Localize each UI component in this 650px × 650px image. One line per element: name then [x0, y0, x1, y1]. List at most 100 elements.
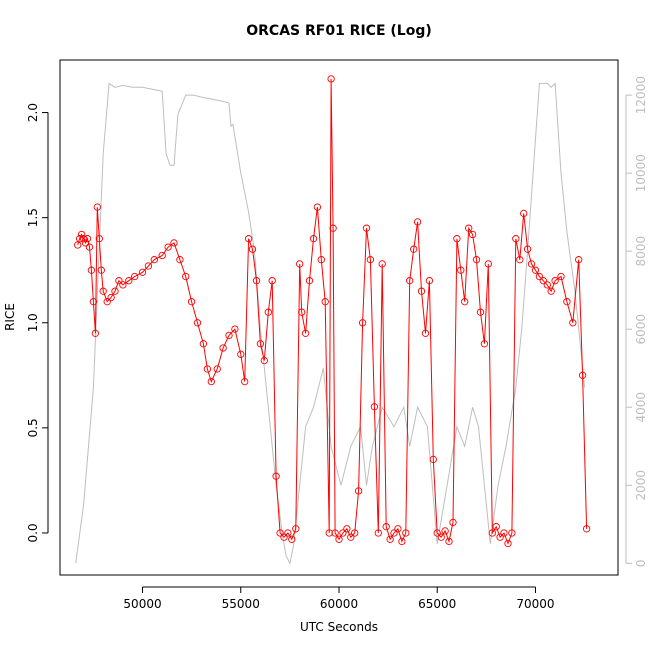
- rice-data-point: [89, 298, 98, 306]
- y-tick-label: 0.0: [26, 523, 40, 542]
- rice-data-point: [551, 277, 559, 285]
- rice-data-point: [272, 472, 280, 480]
- rice-data-point: [79, 235, 88, 243]
- rice-data-point: [280, 533, 288, 541]
- rice-data-point: [237, 350, 245, 358]
- y-tick-label: 2.0: [26, 103, 40, 122]
- rice-series-line: [77, 78, 588, 545]
- x-axis-label: UTC Seconds: [300, 620, 378, 634]
- rice-data-point: [144, 262, 153, 270]
- rice-data-point: [441, 527, 449, 535]
- rice-data-point: [97, 266, 105, 274]
- rice-data-point: [496, 533, 504, 541]
- rice-data-point: [406, 277, 414, 285]
- rice-data-point: [484, 260, 492, 268]
- rice-data-point: [241, 377, 249, 386]
- rice-data-point: [398, 537, 406, 546]
- rice-data-point: [520, 209, 528, 218]
- rice-data-point: [343, 525, 351, 533]
- rice-data-point: [437, 533, 445, 541]
- rice-data-point: [119, 281, 127, 289]
- rice-data-point: [305, 277, 314, 285]
- rice-data-point: [170, 239, 178, 247]
- rice-data-point: [256, 340, 265, 348]
- rice-data-point: [75, 235, 84, 243]
- rice-data-point: [453, 235, 461, 243]
- rice-data-point: [77, 230, 86, 239]
- rice-data-point: [248, 245, 257, 253]
- rice-data-point: [317, 256, 325, 264]
- rice-data-point: [244, 235, 253, 243]
- y2-tick-label: 6000: [634, 314, 648, 345]
- rice-data-point: [539, 277, 547, 285]
- rice-data-point: [99, 287, 107, 295]
- rice-data-point: [284, 529, 292, 537]
- rice-data-point: [390, 529, 398, 537]
- rice-data-point: [488, 529, 496, 537]
- rice-data-point: [382, 523, 390, 531]
- rice-data-point: [527, 260, 536, 268]
- rice-data-point: [543, 281, 551, 289]
- rice-data-point: [339, 529, 347, 537]
- x-tick-label: 55000: [222, 597, 260, 611]
- rice-data-point: [268, 277, 276, 285]
- rice-data-point: [327, 75, 335, 83]
- rice-data-point: [535, 272, 544, 281]
- rice-data-point: [347, 533, 355, 541]
- rice-data-point: [362, 224, 371, 232]
- rice-data-point: [193, 319, 202, 327]
- rice-data-point: [366, 256, 375, 264]
- y2-tick-label: 12000: [634, 76, 648, 114]
- rice-data-point: [138, 268, 147, 276]
- rice-data-point: [465, 224, 473, 232]
- y-tick-label: 1.5: [26, 208, 40, 227]
- rice-data-point: [203, 365, 212, 373]
- y2-tick-label: 8000: [634, 236, 648, 267]
- rice-data-point: [358, 319, 367, 327]
- rice-data-point: [95, 235, 103, 243]
- rice-data-point: [115, 277, 123, 285]
- rice-data-point: [103, 298, 111, 306]
- altitude-series-line: [75, 82, 586, 565]
- rice-data-point: [296, 260, 304, 268]
- rice-data-point: [231, 325, 239, 333]
- rice-data-point: [413, 218, 422, 226]
- rice-data-point: [85, 243, 94, 251]
- rice-data-point: [445, 537, 453, 546]
- rice-data-point: [516, 256, 524, 264]
- rice-data-point: [582, 525, 591, 533]
- rice-data-point: [335, 535, 343, 543]
- rice-data-point: [199, 340, 208, 348]
- rice-data-point: [207, 377, 215, 386]
- rice-data-point: [421, 329, 430, 337]
- rice-data-point: [508, 529, 516, 537]
- rice-data-point: [457, 266, 465, 274]
- rice-data-point: [425, 277, 434, 285]
- x-tick-label: 70000: [516, 597, 554, 611]
- axes: 50000 55000 60000 65000 700000.00.51.01.52.0…: [26, 76, 648, 611]
- rice-data-point: [182, 272, 190, 281]
- rice-data-point: [83, 235, 92, 243]
- rice-data-point: [547, 287, 555, 295]
- rice-data-point: [81, 239, 90, 247]
- y2-tick-label: 0: [634, 559, 648, 567]
- rice-data-point: [523, 245, 532, 253]
- rice-data-point: [531, 266, 540, 274]
- rice-data-point: [325, 529, 333, 537]
- rice-data-point: [410, 245, 418, 253]
- rice-data-point: [150, 256, 158, 264]
- rice-data-point: [219, 344, 227, 352]
- rice-data-point: [449, 518, 457, 527]
- rice-data-point: [260, 356, 268, 365]
- rice-series-group: [74, 75, 591, 548]
- rice-data-point: [461, 298, 469, 306]
- rice-data-point: [91, 329, 100, 337]
- y2-tick-label: 10000: [634, 154, 648, 192]
- rice-data-point: [288, 535, 296, 543]
- rice-data-point: [480, 340, 489, 348]
- plot-area-frame: [59, 59, 619, 576]
- x-tick-label: 50000: [123, 597, 161, 611]
- rice-data-point: [158, 251, 166, 260]
- rice-data-point: [107, 293, 115, 302]
